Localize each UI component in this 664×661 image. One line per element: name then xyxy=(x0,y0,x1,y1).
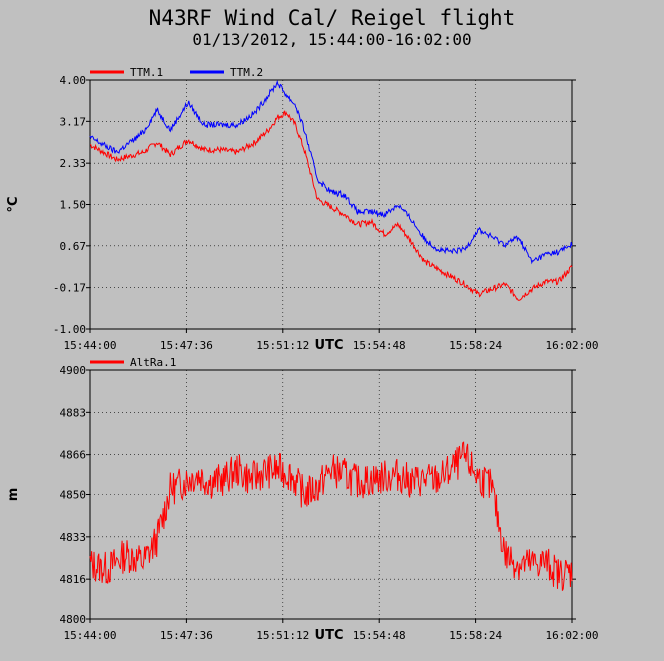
y-tick-label: 4816 xyxy=(60,573,87,586)
x-axis-label: UTC xyxy=(315,628,344,643)
x-tick-label: 15:58:24 xyxy=(449,629,502,642)
altitude-panel: 4900 4883 4866 4850 4833 4816 4800 15:44:00 15:4… xyxy=(6,356,598,643)
y-tick-label: 3.17 xyxy=(60,115,87,128)
y-axis-label: °C xyxy=(6,196,21,212)
x-tick-label: 15:44:00 xyxy=(64,629,117,642)
y-tick-label: 4883 xyxy=(60,406,87,419)
temperature-panel: 4.00 3.17 2.33 1.50 0.67 -0.17 -1.00 15:44:00 15… xyxy=(6,66,598,353)
y-tick-label: 2.33 xyxy=(60,157,87,170)
series-line-ttm-1 xyxy=(90,110,573,301)
y-tick-label: 4.00 xyxy=(60,74,87,87)
y-tick-label: 1.50 xyxy=(60,199,87,212)
x-tick-label: 15:51:12 xyxy=(256,339,309,352)
y-tick-label: -1.00 xyxy=(53,323,86,336)
y-axis-label: m xyxy=(6,488,21,502)
x-axis-label: UTC xyxy=(315,338,344,353)
y-tick-label: 4866 xyxy=(60,449,87,462)
chart-subtitle: 01/13/2012, 15:44:00-16:02:00 xyxy=(192,30,471,49)
legend-label: TTM.2 xyxy=(230,66,263,79)
x-tick-label: 15:47:36 xyxy=(160,629,213,642)
series-line-altra-1 xyxy=(89,441,573,591)
x-tick-label: 15:47:36 xyxy=(160,339,213,352)
legend-label: AltRa.1 xyxy=(130,356,176,369)
chart-title: N43RF Wind Cal/ Reigel flight xyxy=(149,6,516,30)
x-tick-label: 15:54:48 xyxy=(353,629,406,642)
x-tick-label: 16:02:00 xyxy=(546,339,599,352)
x-tick-label: 16:02:00 xyxy=(546,629,599,642)
x-tick-label: 15:51:12 xyxy=(256,629,309,642)
y-tick-label: 4800 xyxy=(60,613,87,626)
y-tick-label: 4833 xyxy=(60,531,87,544)
x-tick-label: 15:44:00 xyxy=(64,339,117,352)
y-tick-label: 0.67 xyxy=(60,240,87,253)
legend-label: TTM.1 xyxy=(130,66,163,79)
x-tick-label: 15:54:48 xyxy=(353,339,406,352)
x-tick-label: 15:58:24 xyxy=(449,339,502,352)
series-line-ttm-2 xyxy=(89,79,573,265)
y-tick-label: 4850 xyxy=(60,489,87,502)
y-tick-label: -0.17 xyxy=(53,282,86,295)
y-tick-label: 4900 xyxy=(60,364,87,377)
